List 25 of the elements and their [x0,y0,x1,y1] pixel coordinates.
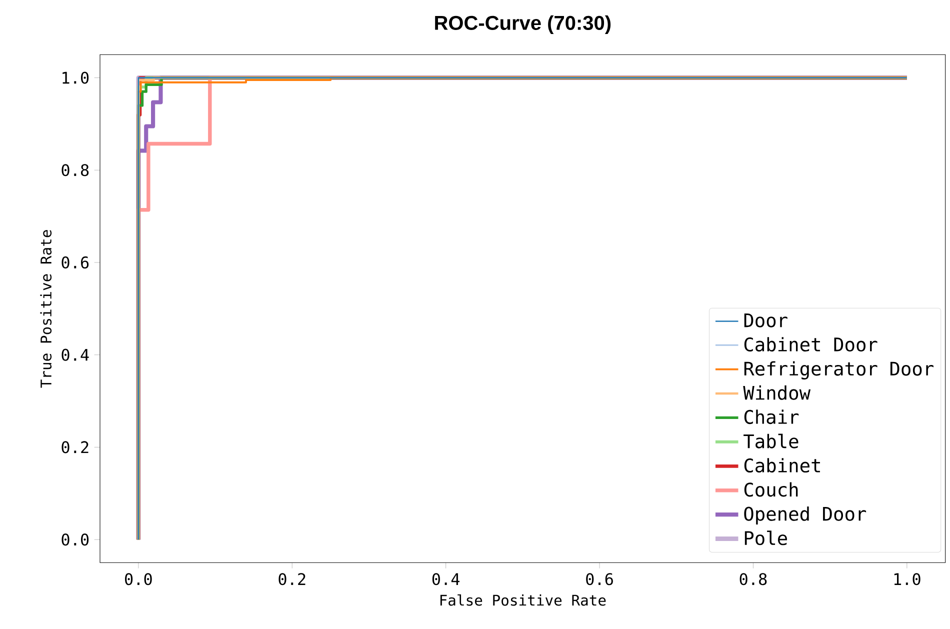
y-tick-label: 0.4 [62,348,89,361]
chart-title: ROC-Curve (70:30) [435,15,611,34]
legend-label: Couch [744,482,798,497]
legend-label: Cabinet [744,458,820,473]
x-axis-title: False Positive Rate [440,594,606,606]
legend-label: Table [744,434,798,448]
y-tick-label: 0.0 [62,534,89,546]
legend-label: Window [743,385,811,400]
legend-label: Pole [744,530,787,546]
x-tick-label: 0.0 [125,573,152,586]
x-tick-label: 0.8 [740,573,767,586]
y-tick-label: 0.8 [62,164,89,176]
x-tick-label: 0.2 [278,573,306,586]
legend-label: Door [744,313,788,328]
y-tick-label: 1.0 [62,72,89,84]
x-tick-label: 0.6 [586,573,613,586]
y-tick-label: 0.6 [62,256,89,269]
legend-label: Cabinet Door [744,337,878,352]
legend-label: Chair [744,410,799,424]
x-tick-label: 0.4 [432,573,460,586]
y-tick-label: 0.2 [62,441,88,454]
x-tick-label: 1.0 [894,573,920,586]
legend-label: Refrigerator Door [744,361,934,380]
y-axis-title: True Positive Rate [40,230,52,388]
legend-label: Opened Door [744,506,866,525]
